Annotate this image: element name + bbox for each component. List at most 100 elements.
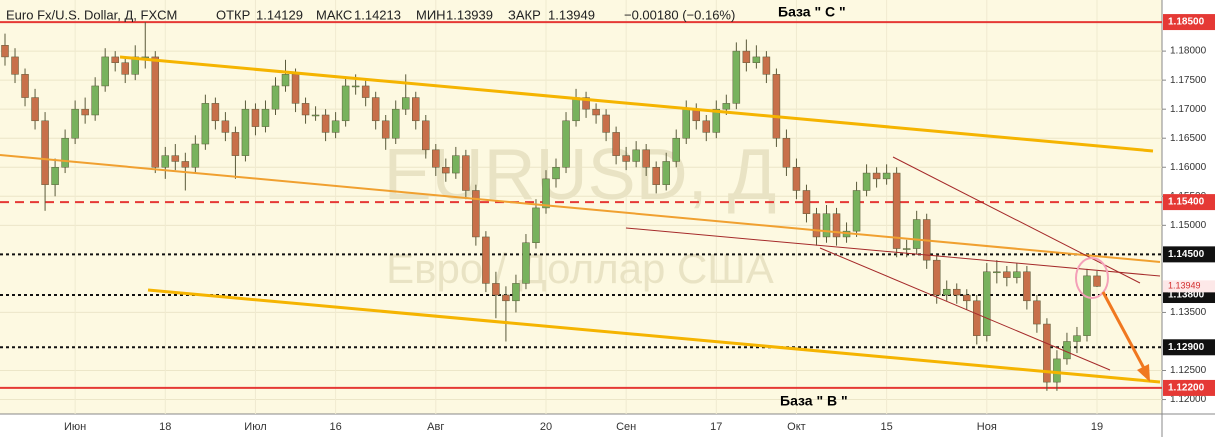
x-tick-label: 15 bbox=[880, 421, 892, 433]
candle-body bbox=[1063, 341, 1071, 360]
candle-body bbox=[622, 155, 630, 162]
candle-body bbox=[612, 132, 620, 156]
candle-body bbox=[1073, 335, 1081, 342]
candle-body bbox=[331, 120, 340, 133]
trend-line bbox=[892, 156, 1141, 284]
candle-body bbox=[1023, 271, 1031, 302]
plot-background bbox=[0, 0, 1162, 414]
candle-body bbox=[432, 149, 440, 168]
header-symbol: Euro Fx/U.S. Dollar, Д, FXCM bbox=[6, 7, 177, 22]
candle-body bbox=[1003, 271, 1011, 278]
candle-body bbox=[151, 56, 160, 168]
candle-body bbox=[702, 120, 711, 133]
candle-body bbox=[963, 294, 971, 302]
trend-line bbox=[147, 288, 1161, 384]
candle-body bbox=[442, 167, 450, 174]
candle-body bbox=[1, 45, 9, 58]
last-price-box bbox=[1163, 280, 1215, 293]
price-axis bbox=[1162, 0, 1215, 437]
y-tick-label: 1.13500 bbox=[1170, 307, 1207, 318]
candle-body bbox=[341, 85, 350, 122]
candle-body bbox=[872, 172, 881, 180]
candle-body bbox=[161, 155, 170, 168]
candle-body bbox=[792, 167, 801, 191]
candle-body bbox=[642, 149, 650, 168]
header-value: 1.13949 bbox=[548, 7, 595, 22]
y-tick-label: 1.16500 bbox=[1170, 133, 1207, 144]
candle-body bbox=[602, 114, 610, 133]
y-tick-label: 1.15000 bbox=[1170, 220, 1207, 231]
candle-body bbox=[452, 155, 460, 174]
candle-body bbox=[181, 161, 190, 168]
header-value: 1.13939 bbox=[446, 7, 493, 22]
x-axis: Июн 18 Июл 16 Авг 20 Сен 17 Окт 15 Ноя 19 bbox=[64, 421, 1103, 433]
drawings bbox=[0, 55, 1161, 384]
candle-body bbox=[482, 236, 490, 284]
candle-body bbox=[812, 213, 821, 238]
candle-body bbox=[1033, 300, 1041, 325]
header-label: ОТКР bbox=[216, 7, 250, 22]
header-label: МАКС bbox=[316, 7, 352, 22]
candle-body bbox=[71, 108, 79, 139]
candle-body bbox=[81, 108, 89, 116]
candle-body bbox=[91, 85, 99, 116]
y-tick-label: 1.12000 bbox=[1170, 394, 1207, 405]
candle-body bbox=[191, 143, 200, 168]
annotation: База " В " bbox=[780, 393, 848, 409]
candle-body bbox=[662, 161, 670, 185]
candle-body bbox=[201, 103, 210, 145]
candle-body bbox=[752, 56, 761, 63]
annotation: База " С " bbox=[778, 4, 846, 20]
trend-line bbox=[625, 227, 1161, 277]
candle-body bbox=[31, 97, 39, 122]
y-tick-label: 1.16000 bbox=[1170, 162, 1207, 173]
candle-body bbox=[542, 178, 550, 209]
x-tick-label: 17 bbox=[710, 421, 722, 433]
candle-body bbox=[802, 190, 811, 214]
level-label: 1.13800 bbox=[1168, 290, 1205, 301]
candle-body bbox=[1093, 275, 1101, 287]
header-label: МИН bbox=[416, 7, 446, 22]
candle-body bbox=[502, 294, 510, 302]
level-label-box bbox=[1163, 14, 1215, 31]
candle-body bbox=[1043, 323, 1051, 383]
x-tick-label: Окт bbox=[787, 421, 806, 433]
candle-body bbox=[983, 271, 991, 336]
x-tick-label: Июн bbox=[64, 421, 86, 433]
candle-body bbox=[782, 137, 791, 168]
header-label: ЗАКР bbox=[508, 7, 541, 22]
candle-body bbox=[732, 50, 741, 104]
x-tick-label: 20 bbox=[540, 421, 552, 433]
candle-body bbox=[652, 167, 660, 185]
candle-body bbox=[121, 62, 129, 75]
candle-body bbox=[351, 85, 360, 88]
candle-body bbox=[942, 288, 951, 296]
highlight-circle bbox=[1075, 257, 1109, 299]
level-label-box bbox=[1163, 379, 1215, 396]
candle-body bbox=[281, 74, 290, 87]
candle-body bbox=[912, 219, 921, 249]
candle-body bbox=[401, 97, 410, 110]
header-value: 1.14213 bbox=[354, 7, 401, 22]
x-tick-label: Июл bbox=[244, 421, 266, 433]
candle-body bbox=[882, 172, 891, 180]
level-label-box bbox=[1163, 194, 1215, 211]
candle-body bbox=[1083, 275, 1091, 336]
candle-body bbox=[271, 85, 280, 110]
trend-line bbox=[819, 247, 1111, 371]
x-tick-label: Сен bbox=[616, 421, 636, 433]
candle-body bbox=[742, 50, 751, 63]
y-tick-label: 1.18000 bbox=[1170, 46, 1207, 57]
candle-body bbox=[852, 190, 861, 232]
level-label-box bbox=[1163, 339, 1215, 356]
header-change: −0.00180 (−0.16%) bbox=[624, 7, 735, 22]
candle-body bbox=[973, 300, 981, 336]
candle-body bbox=[902, 248, 911, 250]
candle-body bbox=[512, 283, 520, 302]
candle-body bbox=[101, 56, 109, 87]
candle-body bbox=[532, 207, 540, 243]
candle-body bbox=[211, 103, 220, 122]
candle-body bbox=[932, 259, 941, 296]
candle-body bbox=[391, 108, 400, 139]
